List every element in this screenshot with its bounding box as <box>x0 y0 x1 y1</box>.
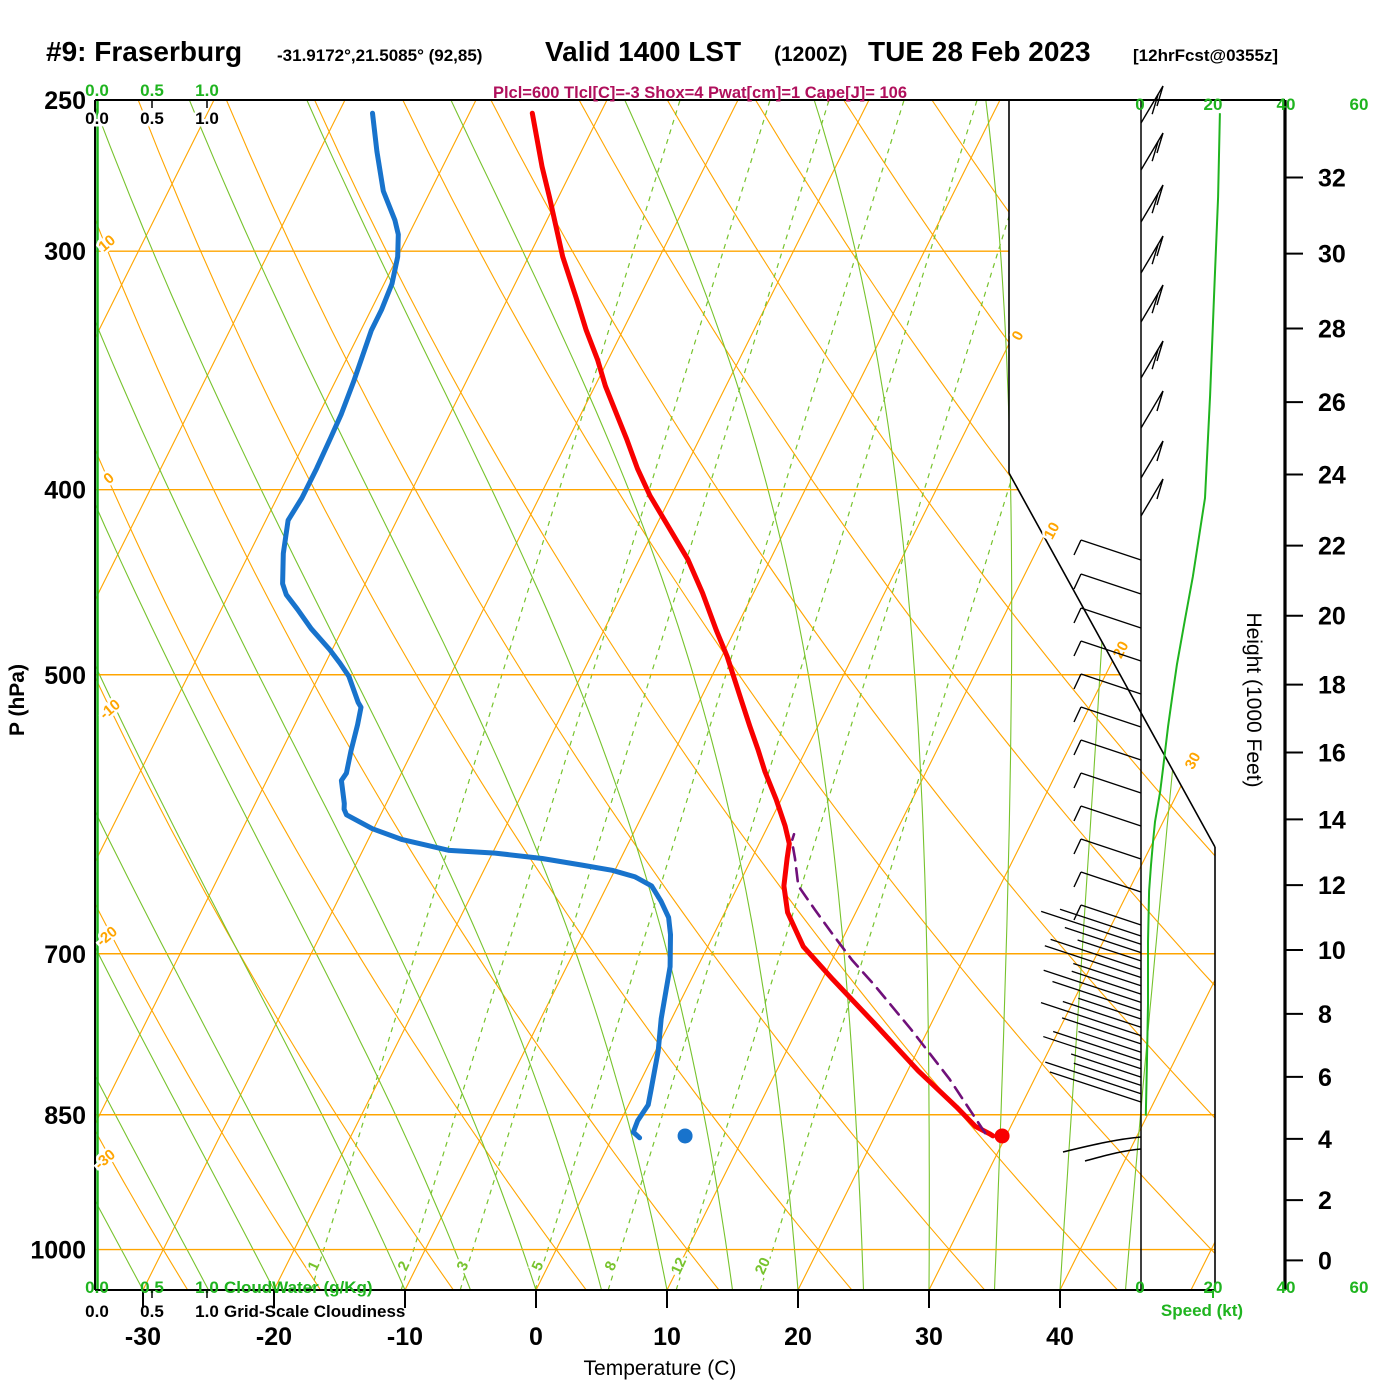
station-coordinates: -31.9172°,21.5085° (92,85) <box>277 46 483 65</box>
svg-text:30: 30 <box>915 1323 943 1351</box>
svg-text:32: 32 <box>1318 164 1346 192</box>
svg-text:20: 20 <box>752 1255 774 1277</box>
dewpoint-curve <box>280 110 673 1141</box>
svg-text:2: 2 <box>1318 1187 1332 1215</box>
svg-text:28: 28 <box>1318 316 1346 344</box>
surface-temperature-dot <box>994 1128 1010 1144</box>
mixing-ratio-lines <box>310 100 1130 1290</box>
sounding-parameters-line: Plcl=600 Tlcl[C]=-3 Shox=4 Pwat[cm]=1 Ca… <box>492 84 908 102</box>
svg-text:10: 10 <box>1318 937 1346 965</box>
svg-text:22: 22 <box>1318 533 1346 561</box>
svg-text:-10: -10 <box>96 696 124 723</box>
svg-text:60: 60 <box>1350 95 1369 114</box>
pressure-lines <box>95 250 1215 1251</box>
svg-text:500: 500 <box>44 662 86 690</box>
svg-text:0.0: 0.0 <box>85 1302 109 1321</box>
surface-dewpoint-dot <box>677 1128 693 1144</box>
svg-text:30: 30 <box>1318 241 1346 269</box>
svg-text:0.0: 0.0 <box>85 81 109 100</box>
temperature-curve <box>529 110 996 1139</box>
svg-text:16: 16 <box>1318 740 1346 768</box>
svg-text:20: 20 <box>1204 1278 1223 1297</box>
wind-speed-profile-line <box>1144 113 1221 1116</box>
surface-markers <box>677 1128 1010 1144</box>
svg-text:10: 10 <box>653 1323 681 1351</box>
svg-text:18: 18 <box>1318 672 1346 700</box>
svg-text:0.5: 0.5 <box>140 109 164 128</box>
svg-text:20: 20 <box>1204 95 1223 114</box>
svg-text:400: 400 <box>44 477 86 505</box>
svg-text:850: 850 <box>44 1102 86 1130</box>
svg-text:0.5: 0.5 <box>140 1278 164 1297</box>
svg-text:12: 12 <box>1318 872 1346 900</box>
svg-text:0: 0 <box>1318 1247 1332 1275</box>
svg-text:20: 20 <box>1110 639 1133 662</box>
svg-text:-10: -10 <box>387 1323 423 1351</box>
svg-text:0: 0 <box>1135 1278 1144 1297</box>
svg-text:1.0: 1.0 <box>195 81 219 100</box>
svg-text:40: 40 <box>1277 1278 1296 1297</box>
svg-text:1.0: 1.0 <box>195 1278 219 1297</box>
svg-text:1.0: 1.0 <box>195 109 219 128</box>
parcel-path-curve <box>790 832 987 1135</box>
svg-text:20: 20 <box>784 1323 812 1351</box>
plot-frame <box>94 99 1287 1291</box>
svg-text:0: 0 <box>100 469 117 487</box>
svg-text:Speed (kt): Speed (kt) <box>1161 1301 1243 1320</box>
svg-text:250: 250 <box>44 87 86 115</box>
svg-text:P (hPa): P (hPa) <box>6 664 29 736</box>
svg-text:0.5: 0.5 <box>140 1302 164 1321</box>
svg-text:40: 40 <box>1277 95 1296 114</box>
svg-text:Grid-Scale Cloudiness: Grid-Scale Cloudiness <box>224 1302 405 1321</box>
svg-text:40: 40 <box>1046 1323 1074 1351</box>
svg-text:60: 60 <box>1350 1278 1369 1297</box>
valid-zulu-label: (1200Z) <box>774 43 848 66</box>
valid-time-label: Valid 1400 LST <box>545 36 742 67</box>
svg-text:24: 24 <box>1318 461 1346 489</box>
svg-text:10: 10 <box>1041 520 1064 543</box>
valid-date-label: TUE 28 Feb 2023 <box>868 36 1091 67</box>
svg-text:-20: -20 <box>256 1323 292 1351</box>
forecast-reference-label: [12hrFcst@0355z] <box>1133 46 1279 65</box>
wind-barbs <box>1040 85 1164 1162</box>
svg-text:26: 26 <box>1318 389 1346 417</box>
svg-text:8: 8 <box>1318 1001 1332 1029</box>
svg-text:0: 0 <box>1009 328 1028 343</box>
svg-text:1000: 1000 <box>30 1237 86 1265</box>
svg-text:0: 0 <box>1135 95 1144 114</box>
svg-text:6: 6 <box>1318 1064 1332 1092</box>
svg-text:0.0: 0.0 <box>85 1278 109 1297</box>
svg-text:0: 0 <box>529 1323 543 1351</box>
svg-text:-30: -30 <box>125 1323 161 1351</box>
svg-text:30: 30 <box>1182 750 1205 773</box>
moist-adiabat-lines <box>95 100 1215 1290</box>
station-title: #9: Fraserburg <box>46 36 243 67</box>
svg-text:14: 14 <box>1318 806 1346 834</box>
svg-text:0.0: 0.0 <box>85 109 109 128</box>
svg-text:1.0: 1.0 <box>195 1302 219 1321</box>
svg-text:700: 700 <box>44 941 86 969</box>
svg-text:0.5: 0.5 <box>140 81 164 100</box>
svg-text:20: 20 <box>1318 603 1346 631</box>
svg-text:300: 300 <box>44 238 86 266</box>
svg-text:Temperature (C): Temperature (C) <box>584 1357 737 1380</box>
svg-text:4: 4 <box>1318 1126 1332 1154</box>
svg-text:CloudWater (g/Kg): CloudWater (g/Kg) <box>224 1278 373 1297</box>
svg-text:12: 12 <box>668 1255 690 1277</box>
svg-text:Height (1000 Feet): Height (1000 Feet) <box>1242 612 1265 787</box>
